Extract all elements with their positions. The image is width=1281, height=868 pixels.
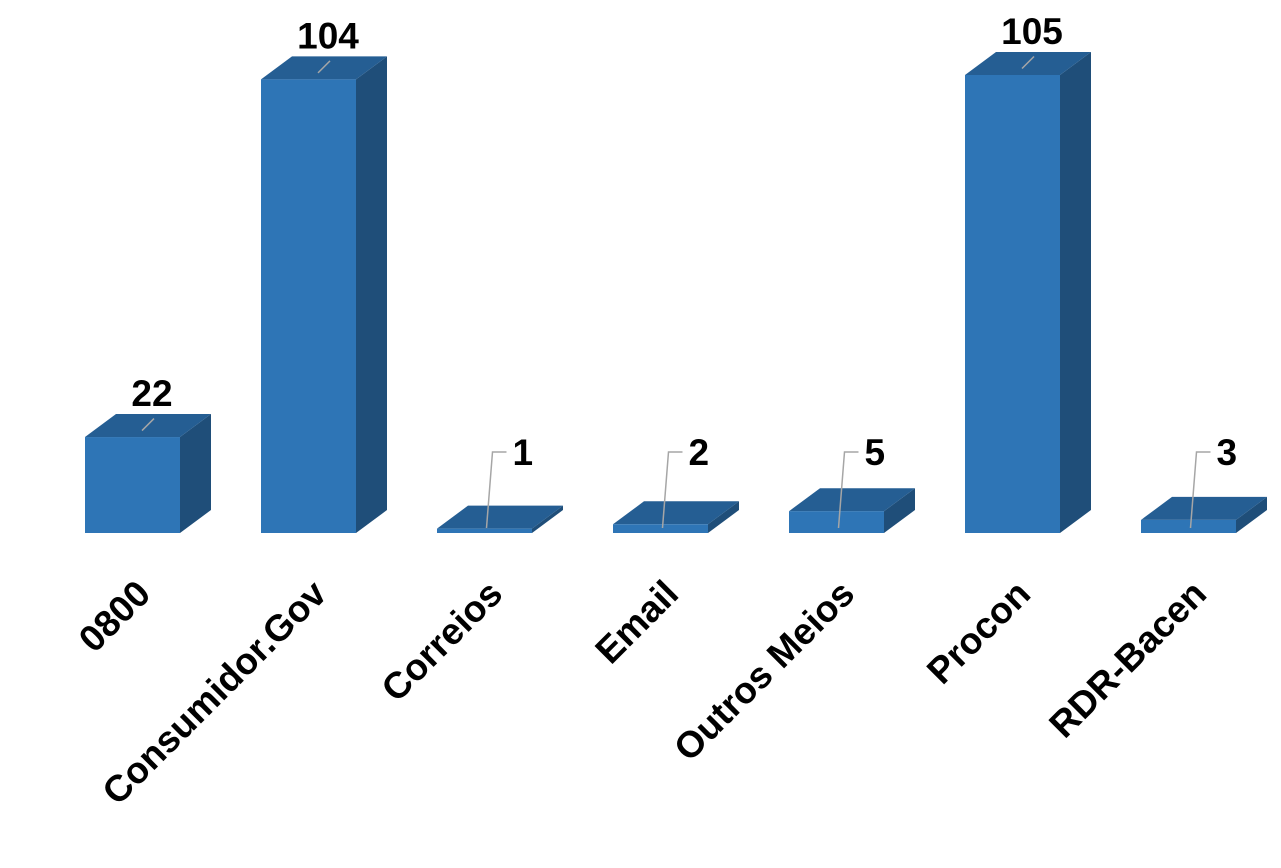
bar-outros-meios — [789, 488, 915, 533]
bar-front-face — [437, 528, 532, 533]
bar-side-face — [1236, 496, 1267, 533]
leader-line — [317, 60, 331, 74]
data-label-outros-meios: 5 — [837, 432, 886, 529]
leader-line — [485, 451, 507, 529]
leader-line — [141, 418, 155, 432]
leader-line — [837, 451, 859, 529]
bar-front-face — [1141, 519, 1236, 533]
data-label-text: 105 — [1001, 11, 1063, 52]
data-label-correios: 1 — [485, 432, 534, 529]
category-label-email: Email — [587, 573, 686, 672]
bar-side-face — [1060, 52, 1091, 533]
category-label-outros-meios: Outros Meios — [666, 573, 862, 769]
data-label-text: 104 — [297, 15, 359, 56]
bar-top-face — [1141, 496, 1267, 520]
bar-top-face — [437, 505, 563, 529]
bar-top-face — [613, 501, 739, 525]
data-label-rdr-bacen: 3 — [1189, 432, 1238, 529]
data-labels-layer: 22 104 1 2 5 105 3 — [131, 11, 1238, 529]
leader-line — [1189, 451, 1211, 529]
bar-side-face — [356, 56, 387, 533]
bars-layer — [85, 52, 1267, 533]
bar-email — [613, 501, 739, 533]
bar-front-face — [613, 524, 708, 533]
bar-front-face — [789, 511, 884, 533]
bar-rdr-bacen — [1141, 496, 1267, 533]
data-label-procon: 105 — [1001, 11, 1063, 70]
bar-front-face — [965, 75, 1060, 533]
bar-correios — [437, 505, 563, 533]
bar-consumidor-gov — [261, 56, 387, 533]
data-label-text: 2 — [689, 432, 710, 473]
bar-front-face — [85, 437, 180, 533]
category-label-rdr-bacen: RDR-Bacen — [1041, 573, 1214, 746]
leader-line — [661, 451, 683, 529]
category-label-procon: Procon — [919, 573, 1038, 692]
leader-line — [1021, 55, 1035, 70]
bar-side-face — [180, 414, 211, 533]
bar-front-face — [261, 79, 356, 533]
category-label-0800: 0800 — [71, 573, 158, 660]
data-label-email: 2 — [661, 432, 710, 529]
category-label-correios: Correios — [374, 573, 511, 710]
data-label-text: 5 — [865, 432, 886, 473]
bar-side-face — [884, 488, 915, 533]
bar-procon — [965, 52, 1091, 533]
data-label-text: 3 — [1217, 432, 1238, 473]
bar-side-face — [532, 505, 563, 533]
bar-0800 — [85, 414, 211, 533]
data-label-0800: 22 — [131, 373, 173, 432]
data-label-text: 1 — [513, 432, 534, 473]
data-label-consumidor-gov: 104 — [297, 15, 359, 74]
data-label-text: 22 — [131, 373, 172, 414]
bar-top-face — [789, 488, 915, 512]
bar-side-face — [708, 501, 739, 533]
